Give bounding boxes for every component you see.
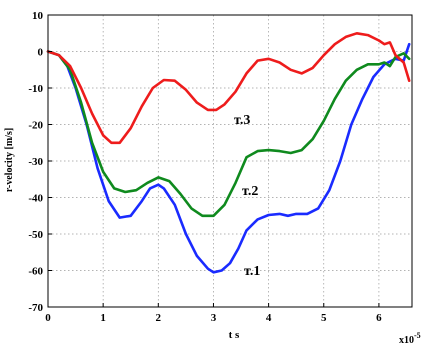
series-line-1	[46, 42, 411, 274]
y-tick-label: -10	[28, 83, 43, 95]
y-tick-label: -70	[28, 302, 43, 314]
x-axis-label: t s	[229, 329, 240, 341]
series-label-t2: т.2	[242, 184, 258, 199]
y-tick-label: 10	[32, 10, 44, 22]
y-tick-label: -60	[28, 266, 43, 278]
x-tick-label: 1	[100, 312, 106, 324]
x-multiplier-exponent: -5	[414, 331, 421, 340]
ticks: 0 1 2 3 4 5 6 10 0 -10 -20 -30 -40 -50 -60 -70	[28, 10, 382, 324]
series-layer	[46, 31, 411, 274]
series-label-t3: т.3	[234, 113, 250, 128]
series-label-t1: т.1	[244, 264, 260, 279]
series-line-2	[46, 50, 411, 218]
series-line-3	[46, 31, 411, 145]
x-tick-label: 5	[321, 312, 327, 324]
y-axis-label: r-velocity [m/s]	[4, 128, 15, 192]
x-tick-label: 3	[211, 312, 217, 324]
y-tick-label: -30	[28, 156, 43, 168]
y-tick-label: -50	[28, 229, 43, 241]
x-tick-label: 6	[376, 312, 382, 324]
x-tick-label: 2	[156, 312, 162, 324]
y-tick-label: 0	[38, 47, 44, 59]
y-tick-label: -20	[28, 120, 43, 132]
x-tick-label: 4	[266, 312, 272, 324]
x-tick-label: 0	[45, 312, 51, 324]
x-multiplier: x10-5	[399, 331, 421, 344]
x-multiplier-base: x10	[399, 335, 414, 344]
y-tick-label: -40	[28, 193, 43, 205]
